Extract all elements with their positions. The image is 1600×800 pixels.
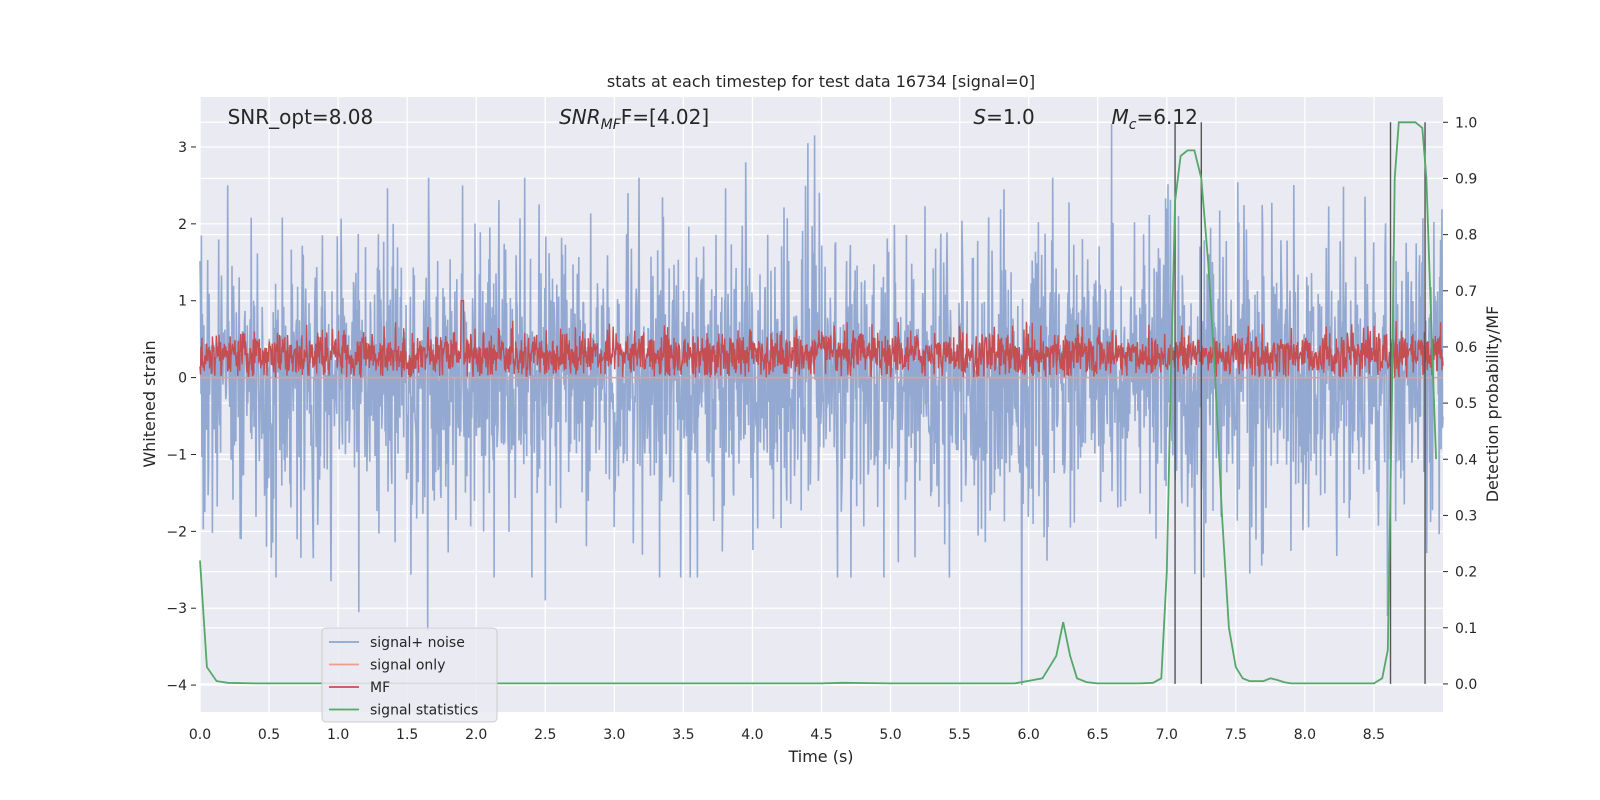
annotation-text: SNRMFF=[4.02] bbox=[559, 105, 709, 133]
x-tick-label: 1.5 bbox=[396, 727, 418, 743]
legend: signal+ noise signal only MF signal statist… bbox=[321, 627, 498, 723]
x-tick-label: 4.5 bbox=[810, 727, 832, 743]
y-tick-label: 2 bbox=[178, 217, 187, 233]
y2-tick-label: 0.8 bbox=[1455, 228, 1477, 244]
annotation-main: S bbox=[973, 105, 986, 129]
y2-tick-label: 0.0 bbox=[1455, 677, 1477, 693]
annotation-suffix: =6.12 bbox=[1137, 105, 1198, 129]
y2-tick-label: 0.6 bbox=[1455, 340, 1477, 356]
y2-tick-label: 0.4 bbox=[1455, 452, 1477, 468]
annotation-text: SNR_opt=8.08 bbox=[228, 105, 374, 129]
x-tick-label: 0.0 bbox=[189, 727, 211, 743]
x-tick-label: 6.5 bbox=[1087, 727, 1109, 743]
signal-noise-series bbox=[199, 123, 1444, 686]
signal-statistics-line bbox=[199, 121, 1437, 685]
x-tick-label: 8.0 bbox=[1294, 727, 1316, 743]
x-tick-label: 8.5 bbox=[1363, 727, 1385, 743]
x-axis-title: Time (s) bbox=[787, 747, 853, 766]
x-tick-label: 0.5 bbox=[258, 727, 280, 743]
y2-tick-label: 0.9 bbox=[1455, 171, 1477, 187]
y-tick-labels: 3 2 1 0 −1 −2 −3 −4 bbox=[166, 140, 196, 694]
y-tick-label: −3 bbox=[166, 601, 187, 617]
x-tick-label: 3.5 bbox=[672, 727, 694, 743]
annotation-text: S=1.0 bbox=[973, 105, 1034, 129]
y-tick-label: 1 bbox=[178, 294, 187, 310]
legend-label: MF bbox=[370, 680, 390, 696]
annotation-main: SNR bbox=[559, 105, 601, 129]
chart-title: stats at each timestep for test data 167… bbox=[607, 72, 1035, 91]
y2-tick-label: 0.2 bbox=[1455, 565, 1477, 581]
signal-noise-line bbox=[199, 123, 1444, 686]
annotation-subscript: MF bbox=[601, 117, 622, 133]
y-tick-label: −2 bbox=[166, 524, 187, 540]
mf-line bbox=[199, 300, 1444, 379]
legend-label: signal+ noise bbox=[370, 635, 465, 651]
x-tick-label: 2.5 bbox=[534, 727, 556, 743]
y-tick-label: −4 bbox=[166, 678, 187, 694]
y-tick-label: 3 bbox=[178, 140, 187, 156]
y2-tick-label: 0.7 bbox=[1455, 284, 1477, 300]
x-tick-label: 7.0 bbox=[1156, 727, 1178, 743]
x-tick-label: 2.0 bbox=[465, 727, 487, 743]
x-tick-label: 4.0 bbox=[741, 727, 763, 743]
x-tick-label: 7.5 bbox=[1225, 727, 1247, 743]
x-tick-labels: 0.0 0.5 1.0 1.5 2.0 2.5 3.0 3.5 4.0 4.5 5.0 5.5 6.0 6… bbox=[189, 727, 1385, 743]
y2-tick-label: 0.3 bbox=[1455, 508, 1477, 524]
y2-tick-labels: 1.0 0.9 0.8 0.7 0.6 0.5 0.4 0.3 0.2 0.1 0.0 bbox=[1443, 115, 1477, 693]
annotation-subscript: c bbox=[1129, 117, 1137, 133]
y-axis-title: Whitened strain bbox=[140, 340, 159, 467]
y2-axis-title: Detection probability/MF bbox=[1483, 306, 1502, 503]
legend-label: signal statistics bbox=[370, 703, 478, 719]
legend-label: signal only bbox=[370, 658, 445, 674]
y-tick-label: 0 bbox=[178, 371, 187, 387]
annotation-suffix: =1.0 bbox=[986, 105, 1035, 129]
x-tick-label: 5.5 bbox=[948, 727, 970, 743]
annotation-suffix: F=[4.02] bbox=[621, 105, 709, 129]
signal-statistics-series bbox=[199, 121, 1437, 685]
annotation-text: Mc=6.12 bbox=[1112, 105, 1198, 133]
x-tick-label: 6.0 bbox=[1018, 727, 1040, 743]
annotation-main: M bbox=[1112, 105, 1129, 129]
y-tick-label: −1 bbox=[166, 447, 187, 463]
y2-tick-label: 0.1 bbox=[1455, 621, 1477, 637]
legend-box bbox=[321, 627, 498, 723]
x-tick-label: 1.0 bbox=[327, 727, 349, 743]
x-tick-label: 5.0 bbox=[879, 727, 901, 743]
annotations: SNR_opt=8.08 SNRMFF=[4.02] S=1.0 Mc=6.12 bbox=[228, 105, 1198, 133]
y2-tick-label: 0.5 bbox=[1455, 396, 1477, 412]
x-tick-label: 3.0 bbox=[603, 727, 625, 743]
mf-series bbox=[199, 300, 1444, 379]
y2-tick-label: 1.0 bbox=[1455, 115, 1477, 131]
